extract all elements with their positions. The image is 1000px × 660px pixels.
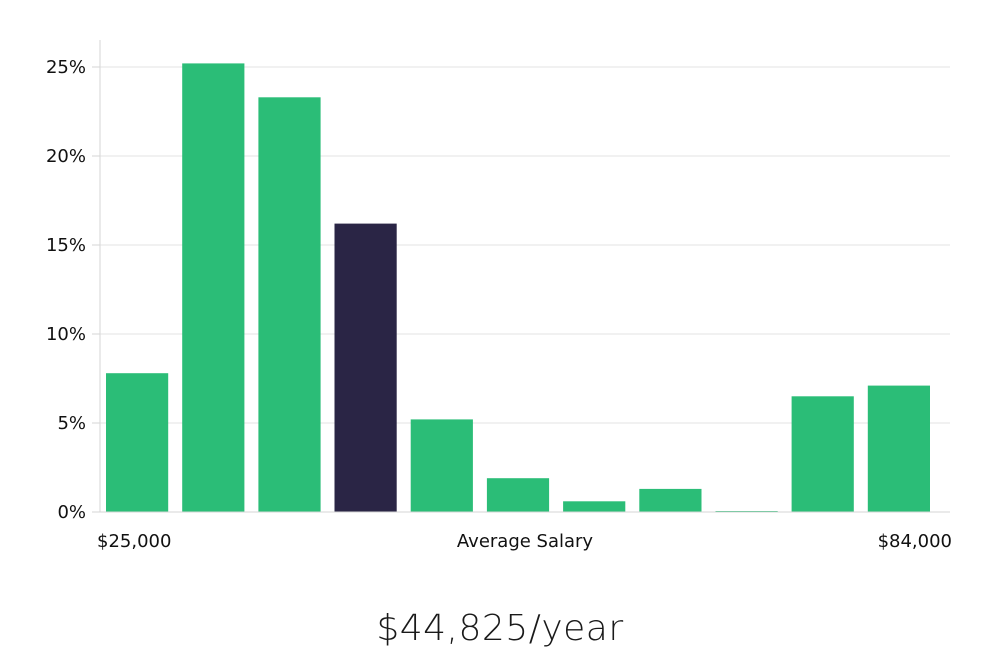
- y-tick-label: 15%: [46, 235, 86, 256]
- bar: [258, 97, 321, 513]
- bar: [410, 419, 473, 512]
- y-tick-label: 5%: [57, 413, 86, 434]
- bar: [563, 501, 626, 512]
- bar: [486, 478, 550, 512]
- bar: [867, 385, 930, 512]
- bar-highlighted: [334, 223, 397, 512]
- y-tick-label: 20%: [46, 146, 86, 167]
- x-max-label: $84,000: [878, 531, 952, 552]
- bar: [639, 488, 702, 512]
- y-tick-label: 10%: [46, 324, 86, 345]
- bar: [791, 396, 854, 512]
- average-salary-value: $44,825/year: [376, 608, 624, 649]
- x-axis-title: Average Salary: [457, 531, 594, 552]
- axis-layer: 0% 5% 10% 15% 20% 25%: [46, 40, 950, 523]
- y-tick-label: 0%: [57, 502, 86, 523]
- x-min-label: $25,000: [97, 531, 171, 552]
- bar: [106, 373, 169, 512]
- y-tick-label: 25%: [46, 57, 86, 78]
- labels-layer: $25,000 Average Salary $84,000: [97, 531, 952, 552]
- bars-layer: [106, 63, 930, 513]
- salary-histogram: 0% 5% 10% 15% 20% 25% $25,000 Average Salary …: [46, 40, 952, 552]
- bar: [182, 63, 245, 513]
